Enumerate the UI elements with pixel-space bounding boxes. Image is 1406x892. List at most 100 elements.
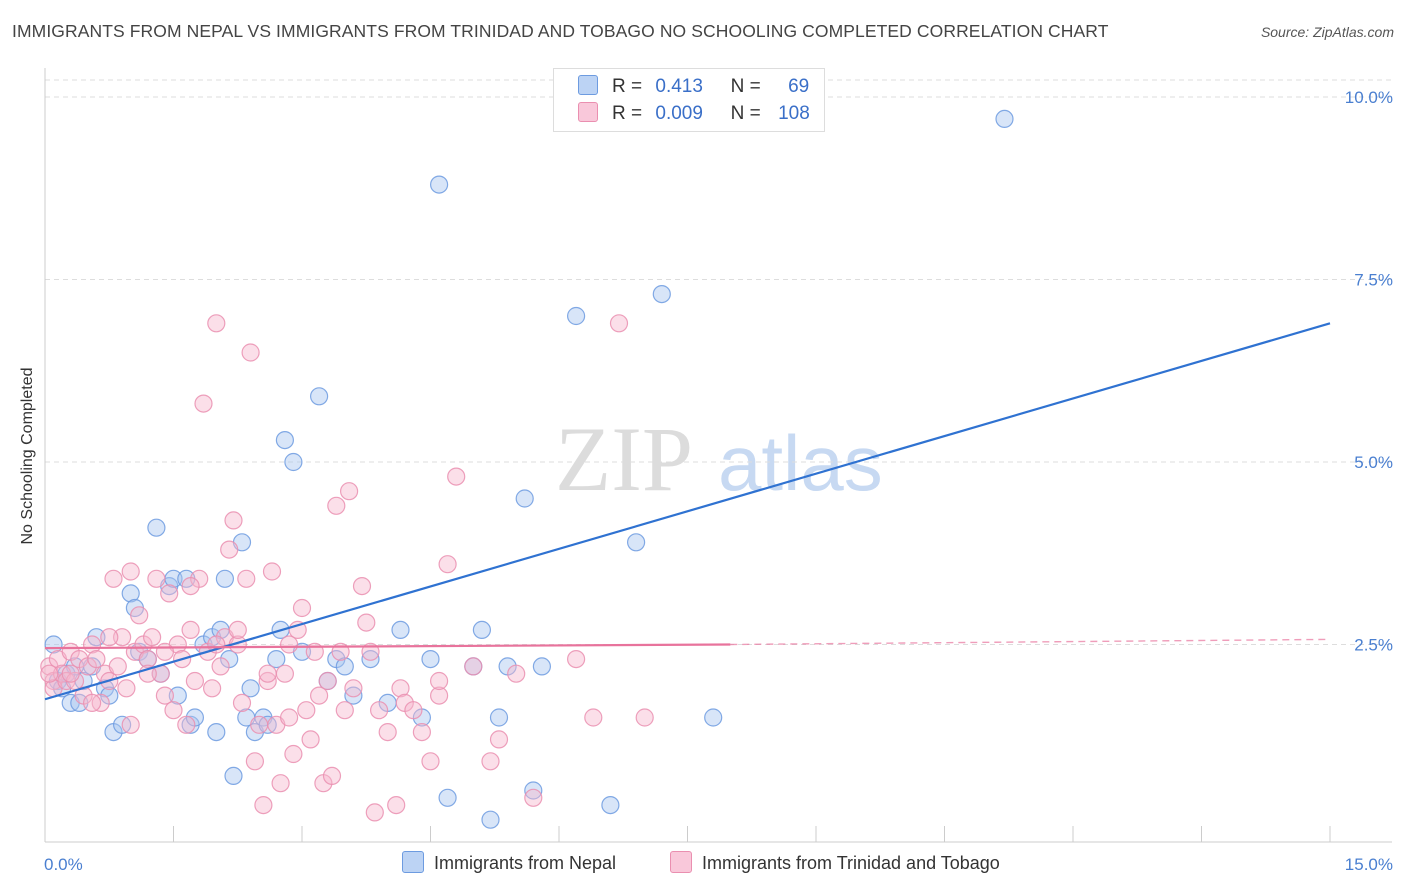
- point-trinidad-76: [370, 701, 389, 720]
- point-trinidad-30: [164, 701, 183, 720]
- point-trinidad-22: [130, 606, 149, 625]
- point-trinidad-103: [181, 576, 200, 596]
- legend-swatch-trinidad: [578, 102, 598, 122]
- point-trinidad-70: [340, 482, 359, 501]
- series-legend: Immigrants from Nepal Immigrants from Tr…: [0, 851, 1406, 877]
- watermark-atlas: atlas: [718, 419, 883, 507]
- point-trinidad-40: [207, 314, 226, 333]
- point-trinidad-62: [301, 730, 320, 749]
- point-trinidad-74: [361, 642, 380, 661]
- watermark: ZIP atlas: [555, 408, 883, 510]
- legend-n-value-trinidad: 108: [778, 103, 810, 124]
- point-nepal-35: [241, 679, 260, 698]
- point-trinidad-26: [147, 569, 166, 588]
- point-nepal-32: [224, 766, 243, 786]
- point-trinidad-93: [584, 708, 603, 727]
- point-trinidad-64: [310, 686, 329, 705]
- point-nepal-55: [438, 788, 457, 807]
- point-nepal-64: [566, 306, 586, 326]
- point-trinidad-39: [203, 679, 222, 698]
- point-nepal-49: [361, 649, 380, 669]
- point-trinidad-68: [327, 496, 346, 515]
- point-trinidad-48: [241, 343, 260, 362]
- point-nepal-57: [472, 620, 491, 640]
- y-tick-label-0: 2.5%: [1354, 636, 1393, 655]
- point-trinidad-53: [262, 562, 282, 581]
- point-trinidad-100: [121, 715, 140, 734]
- source-label: Source: ZipAtlas.com: [1260, 24, 1394, 40]
- point-trinidad-28: [155, 686, 174, 705]
- correlation-legend: R = 0.413 N = 69 R = 0.009 N = 108: [553, 68, 825, 132]
- point-trinidad-96: [40, 664, 59, 683]
- y-tick-label-3: 10.0%: [1345, 88, 1393, 107]
- point-nepal-68: [704, 708, 723, 727]
- point-trinidad-79: [391, 679, 410, 698]
- axes: [44, 68, 1392, 843]
- point-trinidad-94: [609, 314, 629, 333]
- point-nepal-59: [489, 708, 509, 727]
- x-tick-label-min: 0.0%: [44, 855, 83, 874]
- series-legend-trinidad: Immigrants from Trinidad and Tobago: [670, 851, 1000, 874]
- point-trinidad-24: [138, 649, 157, 669]
- legend-n-label-trinidad: N =: [730, 103, 761, 124]
- point-trinidad-41: [211, 657, 230, 676]
- point-trinidad-69: [335, 701, 354, 720]
- point-trinidad-35: [185, 671, 204, 691]
- chart-title: IMMIGRANTS FROM NEPAL VS IMMIGRANTS FROM…: [12, 21, 1109, 41]
- point-nepal-42: [284, 452, 303, 472]
- point-trinidad-55: [271, 774, 290, 793]
- point-trinidad-50: [250, 715, 269, 734]
- point-trinidad-109: [430, 671, 449, 691]
- point-nepal-63: [532, 657, 552, 676]
- watermark-zip: ZIP: [555, 408, 693, 510]
- point-trinidad-33: [177, 715, 196, 734]
- legend-n-value-nepal: 69: [788, 76, 810, 97]
- trend-line-trinidad-extension: [730, 638, 1331, 646]
- point-trinidad-89: [489, 730, 509, 749]
- point-trinidad-87: [464, 657, 483, 676]
- series-label-trinidad: Immigrants from Trinidad and Tobago: [702, 853, 1000, 873]
- point-trinidad-18: [112, 628, 132, 647]
- legend-r-value-trinidad: 0.009: [655, 103, 703, 124]
- point-trinidad-49: [245, 752, 264, 771]
- trend-line-trinidad: [44, 643, 731, 650]
- point-nepal-30: [215, 569, 234, 588]
- point-trinidad-51: [254, 795, 273, 815]
- point-trinidad-72: [352, 576, 372, 596]
- point-trinidad-17: [108, 657, 127, 676]
- point-trinidad-105: [228, 620, 247, 640]
- point-nepal-67: [652, 285, 671, 304]
- point-nepal-47: [335, 657, 354, 676]
- trend-line-nepal: [44, 322, 1331, 701]
- point-trinidad-71: [344, 679, 363, 698]
- tick-labels: 2.5% 5.0% 7.5% 10.0% 0.0% 15.0%: [44, 88, 1393, 874]
- point-trinidad-20: [121, 562, 140, 581]
- point-trinidad-61: [297, 701, 316, 720]
- point-trinidad-77: [378, 722, 397, 742]
- legend-row-nepal: R = 0.413 N = 69: [578, 75, 809, 99]
- y-tick-label-2: 7.5%: [1354, 271, 1393, 290]
- point-trinidad-25: [143, 628, 162, 647]
- point-nepal-44: [310, 387, 329, 406]
- point-trinidad-16: [104, 569, 123, 588]
- point-nepal-14: [121, 584, 140, 603]
- point-trinidad-19: [117, 679, 136, 698]
- point-nepal-54: [430, 175, 449, 194]
- point-trinidad-95: [635, 708, 654, 727]
- point-trinidad-29: [160, 584, 179, 603]
- point-trinidad-90: [507, 664, 526, 683]
- grid-lines: [45, 79, 1392, 645]
- series-swatch-nepal: [402, 851, 424, 873]
- point-trinidad-60: [292, 598, 312, 618]
- point-trinidad-57: [280, 708, 299, 727]
- x-tick-label-max: 15.0%: [1345, 855, 1393, 874]
- point-nepal-48: [344, 686, 363, 705]
- point-trinidad-73: [357, 613, 376, 632]
- point-trinidad-46: [232, 693, 252, 713]
- point-trinidad-107: [280, 635, 299, 654]
- point-trinidad-67: [322, 766, 342, 786]
- point-nepal-61: [515, 489, 534, 508]
- point-trinidad-44: [224, 511, 243, 530]
- point-trinidad-34: [181, 620, 200, 640]
